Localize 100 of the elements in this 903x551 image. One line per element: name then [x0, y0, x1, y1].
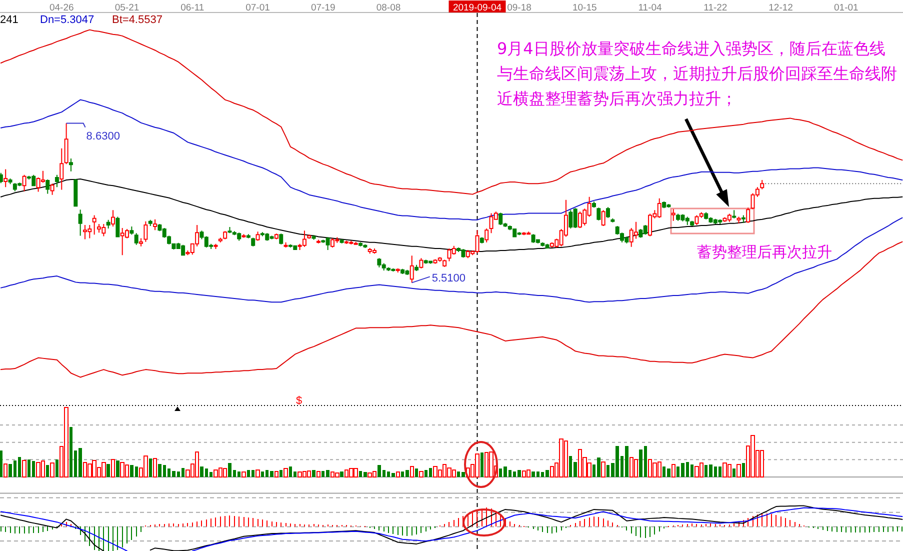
bar — [256, 470, 260, 478]
bar — [718, 466, 722, 477]
candlestick — [4, 168, 8, 188]
bar — [396, 472, 400, 478]
candlestick — [316, 239, 320, 244]
bar — [50, 462, 54, 478]
bar — [414, 468, 418, 477]
candlestick — [153, 218, 158, 231]
bar — [242, 472, 246, 478]
candlestick — [340, 238, 344, 244]
candlestick — [144, 220, 148, 242]
candlestick — [246, 234, 250, 239]
x-tick-label: 10-15 — [572, 2, 597, 14]
candlestick — [410, 255, 414, 284]
bar — [0, 450, 3, 477]
candlestick — [484, 228, 489, 243]
candlestick — [307, 234, 312, 240]
candlestick — [92, 214, 96, 236]
x-tick-label: 11-22 — [704, 2, 728, 14]
candlestick — [50, 183, 54, 196]
x-tick-label: 12-12 — [768, 2, 793, 14]
candlestick — [606, 206, 610, 218]
candlestick — [214, 243, 218, 250]
x-tick-label: 04-26 — [49, 2, 74, 14]
bar — [410, 466, 414, 478]
bar — [209, 472, 213, 477]
bar — [260, 471, 264, 477]
x-tick-label: 06-11 — [180, 2, 204, 14]
x-tick-label: 01-01 — [834, 2, 858, 14]
candlestick — [414, 264, 419, 272]
candlestick — [648, 213, 652, 237]
candlestick — [54, 174, 59, 188]
bar — [116, 460, 120, 477]
candlestick — [130, 226, 134, 236]
candlestick — [741, 214, 746, 224]
candlestick — [284, 242, 288, 248]
bar — [601, 461, 606, 478]
candlestick — [148, 219, 152, 226]
candlestick — [139, 238, 144, 247]
bar — [690, 464, 694, 477]
candlestick — [223, 230, 228, 240]
bar — [419, 470, 424, 478]
candlestick — [601, 210, 606, 226]
bar — [69, 427, 73, 477]
x-tick-label: 07-19 — [310, 2, 336, 14]
candlestick — [279, 233, 284, 245]
bar — [634, 459, 638, 478]
x-tick-label: 05-21 — [114, 2, 140, 14]
candlestick — [0, 172, 3, 184]
bar — [732, 468, 736, 477]
candlestick — [60, 148, 64, 190]
text: $ — [296, 395, 302, 407]
bar — [46, 465, 50, 477]
candlestick — [251, 237, 256, 247]
annotation: 蓄势整理后再次拉升 — [697, 243, 832, 261]
annotation: 8.6300 — [86, 130, 120, 142]
bar — [237, 471, 241, 477]
bar — [284, 468, 288, 478]
candlestick — [676, 213, 680, 222]
x-tick-label: 08-08 — [376, 2, 401, 14]
bar — [522, 470, 526, 478]
candlestick — [760, 180, 764, 190]
candlestick — [419, 258, 424, 269]
bar — [742, 463, 746, 477]
bar — [246, 470, 250, 477]
bar — [280, 470, 283, 477]
annotation: 5.5100 — [432, 272, 466, 285]
bar — [480, 452, 484, 477]
text: Bt=4.5537 — [112, 14, 162, 26]
bar — [671, 464, 676, 478]
candlestick — [302, 230, 306, 248]
bar — [222, 468, 228, 478]
candlestick — [610, 218, 615, 223]
bar — [340, 471, 344, 477]
candlestick — [106, 219, 110, 230]
bar — [27, 460, 31, 477]
candlestick — [704, 212, 708, 220]
bar — [274, 470, 279, 478]
candlestick — [218, 237, 222, 243]
candlestick — [22, 174, 26, 192]
x-tick-label: 09-18 — [507, 2, 532, 14]
candlestick — [312, 234, 316, 240]
candlestick — [732, 210, 736, 219]
candlestick — [111, 210, 116, 227]
candlestick — [596, 207, 601, 221]
candlestick — [64, 122, 68, 165]
bar — [4, 463, 8, 478]
candlestick — [78, 209, 82, 236]
bar — [152, 458, 158, 478]
bar — [110, 459, 116, 478]
candlestick — [690, 220, 694, 226]
bar — [194, 452, 200, 478]
x-tick-label: 11-04 — [638, 2, 662, 14]
candlestick — [480, 236, 484, 244]
candlestick — [671, 208, 676, 222]
candlestick — [68, 158, 73, 172]
x-tick-label: 2019-09-04 — [452, 2, 502, 14]
text: Dn=5.3047 — [40, 14, 94, 26]
candlestick — [400, 268, 405, 275]
text: 9月4日股价放量突破生命线进入强势区，随后在蓝色线与生命线区间震荡上攻，近期拉升后股价回踩至生命线附近横盘整理蓄势后再次强力拉升； — [497, 39, 897, 108]
